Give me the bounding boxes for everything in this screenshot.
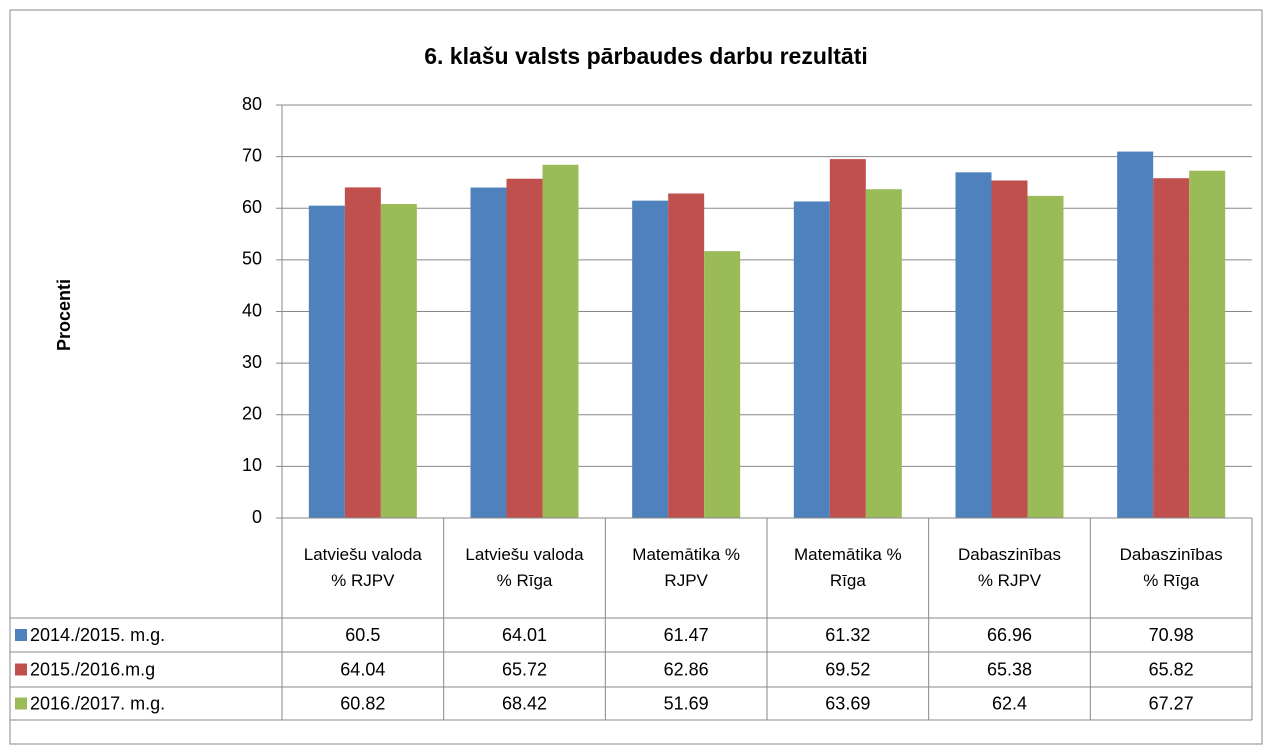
table-value: 61.32	[825, 625, 870, 645]
category-label: Latviešu valoda % Rīga	[465, 545, 584, 590]
chart-frame	[9, 9, 1263, 745]
category-label: Matemātika % Rīga	[793, 545, 902, 590]
table-value: 68.42	[502, 693, 547, 713]
legend-label: 2014./2015. m.g.	[30, 625, 165, 645]
y-tick-label: 20	[242, 404, 262, 424]
bar	[1189, 170, 1226, 518]
table-value: 61.47	[664, 625, 709, 645]
category-label: Dabaszinības % Rīga	[1119, 545, 1223, 590]
bar	[955, 172, 992, 518]
y-tick-label: 30	[242, 352, 262, 372]
bar	[865, 189, 902, 518]
table-value: 70.98	[1149, 625, 1194, 645]
table-value: 51.69	[664, 693, 709, 713]
table-value: 64.04	[340, 659, 385, 679]
chart-title: 6. klašu valsts pārbaudes darbu rezultāt…	[424, 43, 868, 69]
legend-key	[15, 663, 27, 676]
table-value: 65.38	[987, 659, 1032, 679]
y-tick-label: 60	[242, 197, 262, 217]
table-value: 67.27	[1149, 693, 1194, 713]
y-tick-label: 0	[252, 507, 262, 527]
bar	[470, 187, 507, 518]
bar	[632, 200, 669, 518]
y-tick-label: 40	[242, 300, 262, 320]
bar	[1153, 178, 1190, 518]
bar	[1117, 151, 1154, 519]
bar	[308, 205, 345, 518]
bar	[829, 159, 866, 518]
table-value: 60.82	[340, 693, 385, 713]
legend-label: 2016./2017. m.g.	[30, 693, 165, 713]
bar	[542, 164, 579, 519]
table-value: 62.4	[992, 693, 1027, 713]
table-value: 63.69	[825, 693, 870, 713]
y-tick-label: 70	[242, 145, 262, 165]
legend-key	[15, 629, 27, 641]
bar	[344, 187, 381, 518]
bar	[1027, 195, 1064, 519]
table-value: 66.96	[987, 625, 1032, 645]
y-tick-label: 80	[242, 94, 262, 114]
table-value: 69.52	[825, 659, 870, 679]
bar	[506, 178, 543, 518]
y-tick-label: 10	[242, 455, 262, 475]
bar	[704, 251, 741, 518]
table-value: 64.01	[502, 625, 547, 645]
y-tick-label: 50	[242, 249, 262, 269]
table-value: 65.72	[502, 659, 547, 679]
category-label: Latviešu valoda % RJPV	[303, 545, 422, 590]
legend-label: 2015./2016.m.g	[30, 659, 155, 679]
bar	[793, 201, 830, 519]
bar	[991, 180, 1028, 518]
table-value: 62.86	[664, 659, 709, 679]
category-label: Matemātika % RJPV	[632, 545, 740, 590]
bar	[668, 193, 705, 519]
table-value: 60.5	[345, 625, 380, 645]
table-value: 65.82	[1149, 659, 1194, 679]
bar	[380, 204, 417, 518]
category-label: Dabaszinības % RJPV	[957, 545, 1061, 590]
y-axis-label: Procenti	[54, 279, 74, 351]
legend-key	[15, 697, 27, 710]
